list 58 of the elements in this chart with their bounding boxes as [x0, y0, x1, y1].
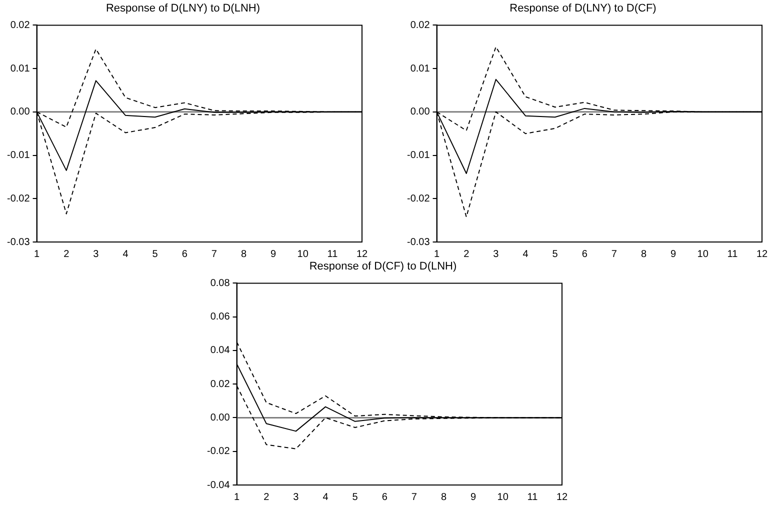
x-tick-label: 1: [434, 248, 440, 260]
x-tick-label: 1: [34, 248, 40, 260]
y-tick-label: 0.02: [410, 20, 430, 31]
x-tick-label: 4: [522, 248, 529, 260]
x-tick-label: 5: [152, 248, 158, 260]
x-tick-label: 11: [527, 492, 538, 503]
x-tick-label: 2: [464, 248, 470, 260]
x-tick-label: 10: [297, 248, 309, 260]
y-tick-label: 0.00: [10, 106, 30, 118]
y-tick-label: -0.01: [6, 150, 30, 162]
x-tick-label: 9: [670, 248, 677, 260]
y-tick-label: -0.04: [206, 480, 230, 491]
y-tick-label: -0.03: [6, 236, 30, 248]
y-tick-label: -0.01: [406, 150, 430, 162]
x-tick-label: 11: [727, 248, 738, 260]
x-tick-label: 2: [64, 248, 70, 260]
x-tick-label: 1: [234, 492, 240, 503]
y-tick-label: -0.02: [406, 193, 430, 204]
x-tick-label: 7: [611, 248, 618, 260]
x-tick-label: 4: [322, 492, 329, 503]
x-tick-label: 7: [211, 248, 218, 260]
y-tick-label: -0.02: [6, 193, 30, 204]
x-tick-label: 12: [356, 248, 368, 260]
y-tick-label: 0.00: [210, 412, 230, 424]
y-tick-label: -0.03: [406, 236, 430, 248]
x-tick-label: 7: [411, 492, 418, 503]
y-tick-label: 0.02: [210, 378, 230, 390]
x-tick-label: 8: [240, 248, 247, 260]
x-tick-label: 3: [293, 492, 300, 503]
y-tick-label: 0.01: [10, 63, 30, 74]
y-tick-label: 0.00: [410, 106, 430, 118]
y-tick-label: -0.02: [206, 446, 230, 458]
y-tick-label: 0.04: [210, 345, 230, 356]
x-tick-label: 6: [382, 492, 388, 503]
y-tick-label: 0.06: [210, 312, 230, 323]
x-tick-label: 3: [493, 248, 500, 260]
x-tick-label: 12: [556, 492, 568, 503]
x-tick-label: 9: [470, 492, 477, 503]
x-tick-label: 10: [497, 492, 509, 503]
chart-title: Response of D(CF) to D(LNH): [309, 260, 457, 273]
x-tick-label: 8: [640, 248, 647, 260]
chart-title: Response of D(LNY) to D(CF): [510, 2, 656, 15]
x-tick-label: 5: [552, 248, 558, 260]
x-tick-label: 10: [697, 248, 709, 260]
chart-title: Response of D(LNY) to D(LNH): [106, 2, 260, 15]
x-tick-label: 6: [182, 248, 188, 260]
x-tick-label: 9: [270, 248, 277, 260]
y-tick-label: 0.08: [210, 278, 230, 289]
x-tick-label: 6: [582, 248, 588, 260]
y-tick-label: 0.02: [10, 20, 30, 31]
x-tick-label: 8: [440, 492, 447, 503]
x-tick-label: 4: [122, 248, 129, 260]
x-tick-label: 2: [264, 492, 270, 503]
x-tick-label: 12: [756, 248, 768, 260]
x-tick-label: 3: [93, 248, 100, 260]
x-tick-label: 11: [327, 248, 338, 260]
y-tick-label: 0.01: [410, 63, 430, 74]
x-tick-label: 5: [352, 492, 358, 503]
